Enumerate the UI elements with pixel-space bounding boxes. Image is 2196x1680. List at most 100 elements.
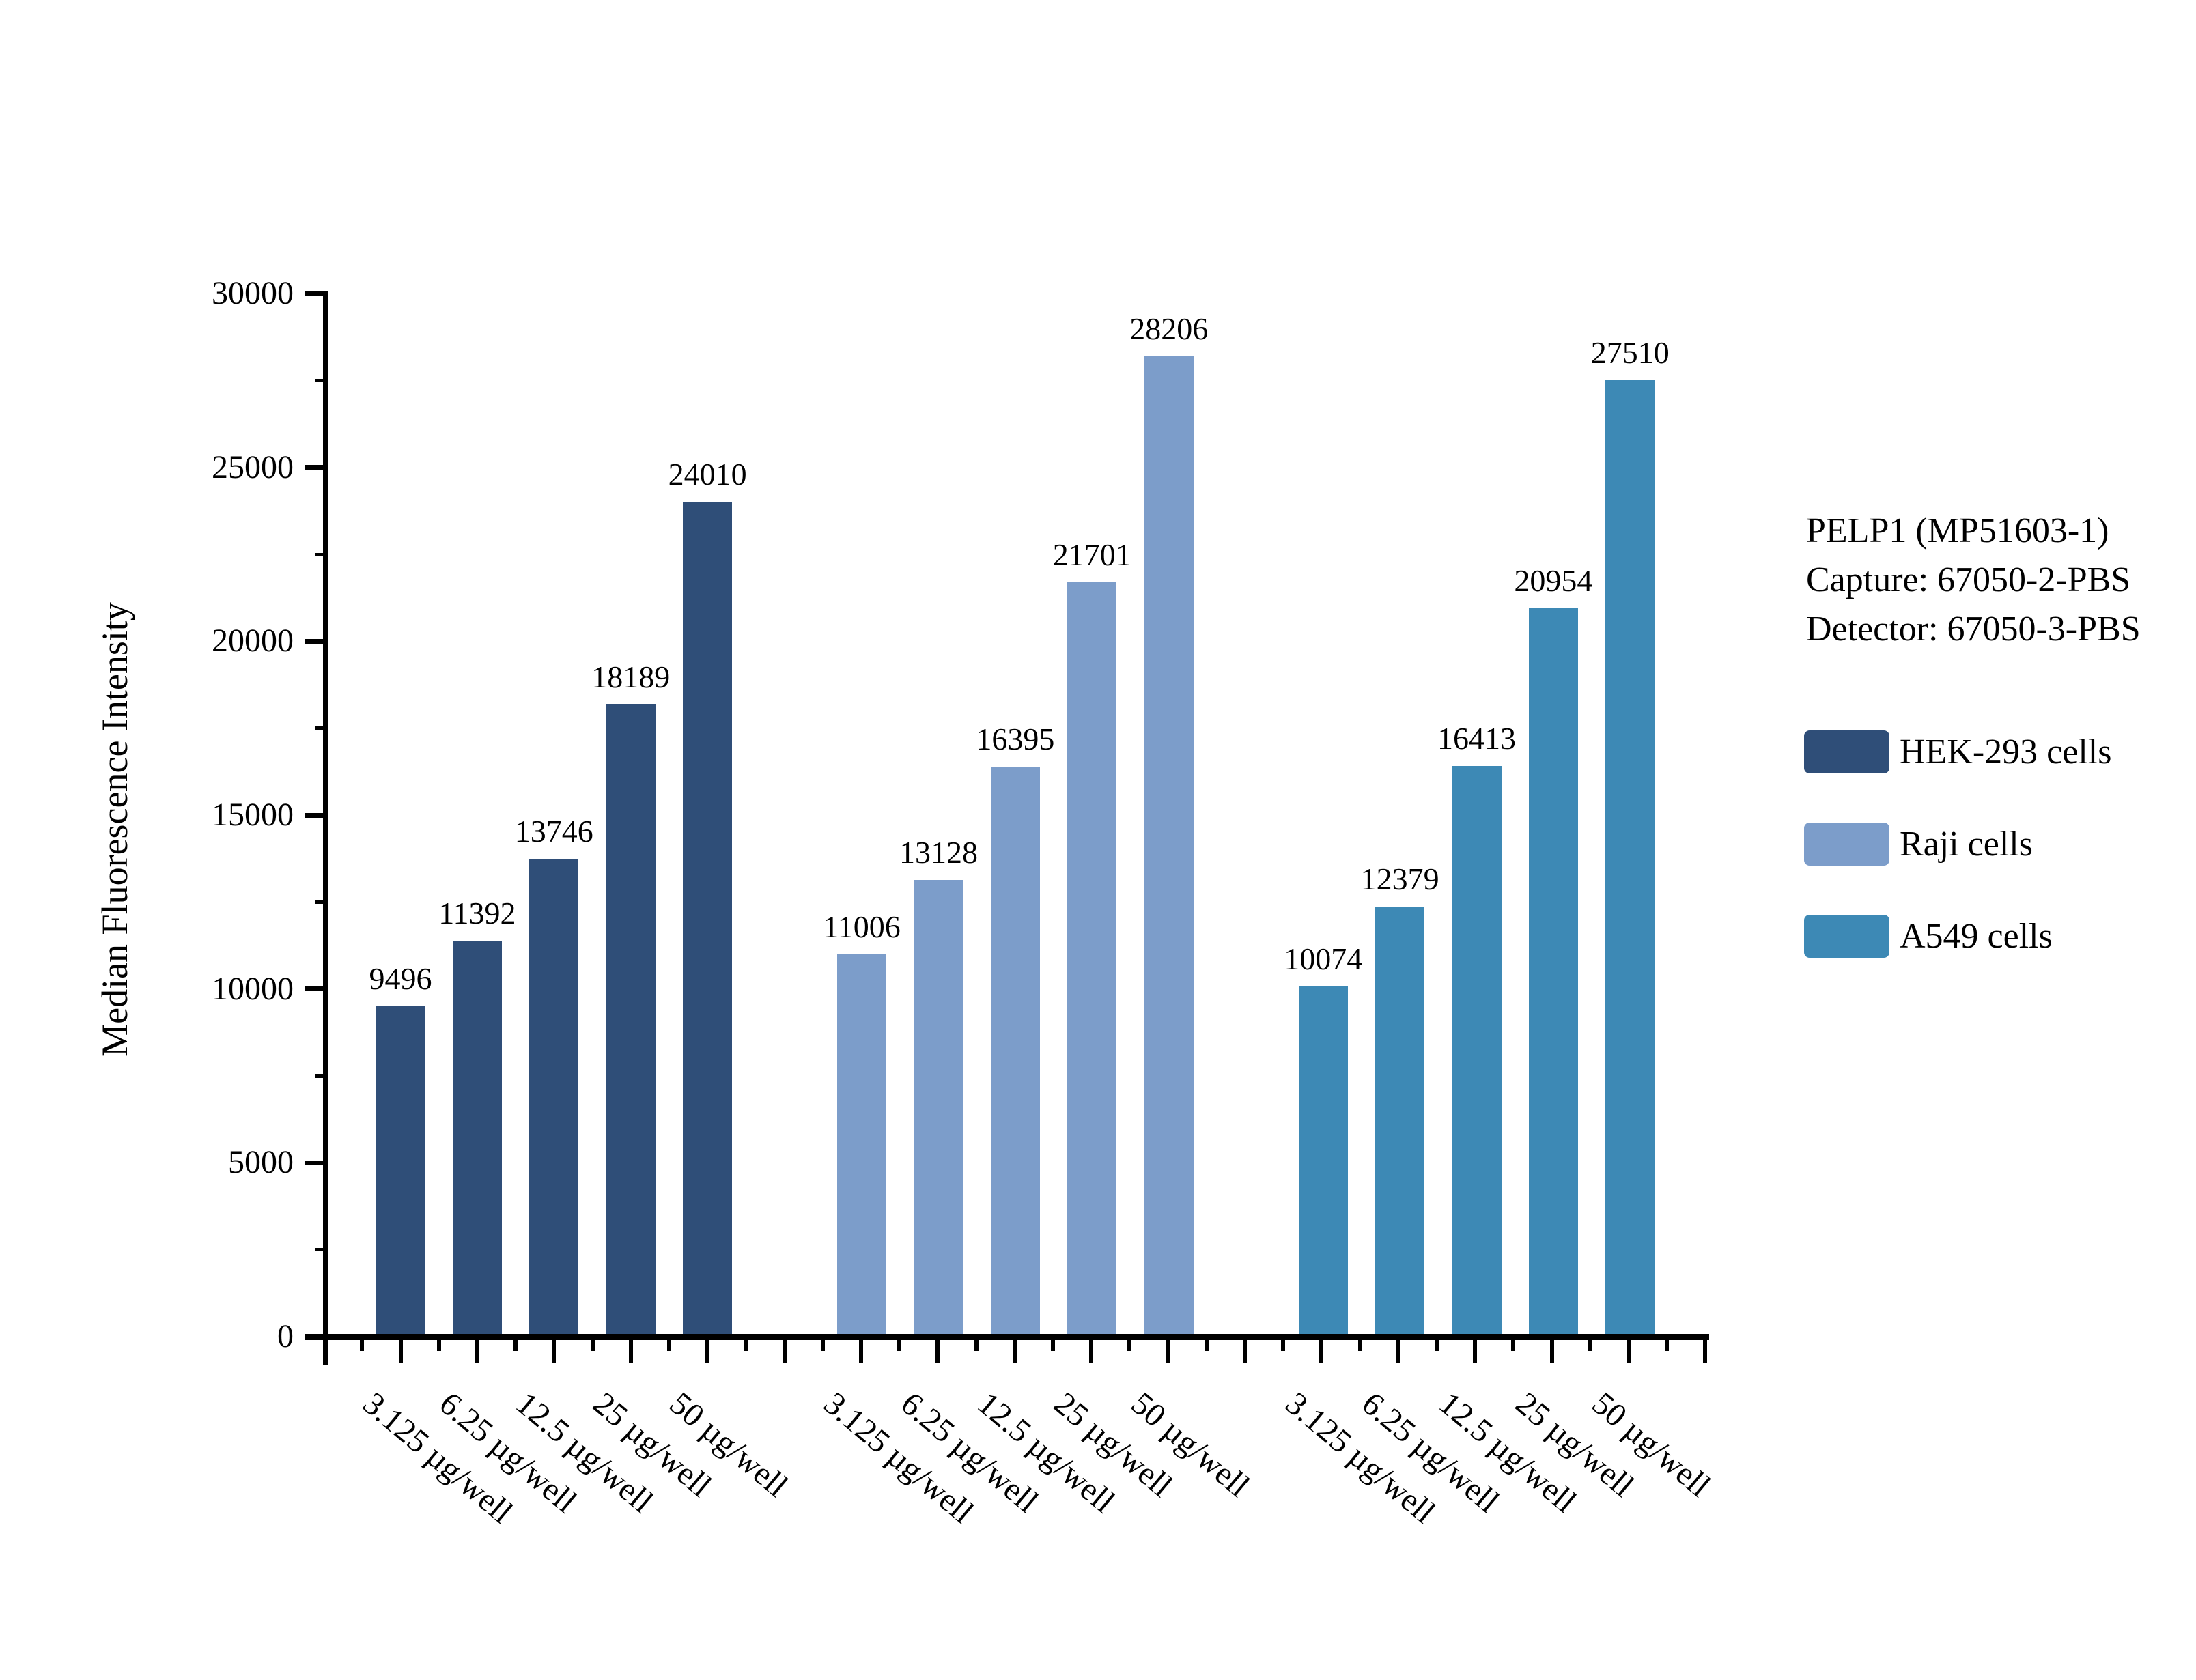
bar-value-label: 11392 xyxy=(438,895,516,930)
y-axis-line xyxy=(323,291,328,1365)
legend-swatch xyxy=(1804,823,1889,866)
x-minor-tick xyxy=(360,1340,365,1351)
bar xyxy=(529,858,579,1334)
x-minor-tick xyxy=(897,1340,902,1351)
y-tick-label: 20000 xyxy=(212,623,294,659)
y-major-tick xyxy=(305,812,324,818)
annotation-line: Detector: 67050-3-PBS xyxy=(1806,610,2141,649)
y-tick-label: 5000 xyxy=(228,1144,294,1181)
x-minor-tick xyxy=(1050,1340,1055,1351)
x-major-tick xyxy=(1396,1340,1400,1363)
bar-value-label: 10074 xyxy=(1284,941,1363,976)
bar-value-label: 12379 xyxy=(1360,861,1439,896)
x-minor-tick xyxy=(744,1340,748,1351)
x-minor-tick xyxy=(436,1340,441,1351)
y-major-tick xyxy=(305,465,324,470)
y-minor-tick xyxy=(315,552,326,556)
bar-value-label: 9496 xyxy=(369,961,432,997)
y-minor-tick xyxy=(315,379,326,383)
bar xyxy=(606,704,656,1334)
x-major-tick xyxy=(1549,1340,1554,1363)
x-axis-line xyxy=(305,1334,1709,1340)
x-major-tick xyxy=(782,1340,787,1363)
bar-value-label: 18189 xyxy=(591,659,671,694)
x-major-tick xyxy=(1319,1340,1324,1363)
x-minor-tick xyxy=(513,1340,518,1351)
x-minor-tick xyxy=(1434,1340,1439,1351)
legend-label: Raji cells xyxy=(1900,825,2033,864)
legend-swatch xyxy=(1804,730,1889,773)
bar xyxy=(683,502,733,1334)
x-major-tick xyxy=(935,1340,940,1363)
x-major-tick xyxy=(398,1340,403,1363)
x-minor-tick xyxy=(666,1340,671,1351)
y-major-tick xyxy=(305,1334,324,1339)
x-major-tick xyxy=(1626,1340,1631,1363)
x-minor-tick xyxy=(1511,1340,1516,1351)
legend-label: HEK-293 cells xyxy=(1900,732,2112,771)
y-tick-label: 10000 xyxy=(212,970,294,1007)
annotation-line: Capture: 67050-2-PBS xyxy=(1806,560,2131,599)
x-major-tick xyxy=(1012,1340,1017,1363)
x-minor-tick xyxy=(1357,1340,1362,1351)
bar xyxy=(837,954,887,1334)
bar xyxy=(1605,380,1655,1334)
legend-swatch xyxy=(1804,915,1889,958)
y-major-tick xyxy=(305,291,324,296)
y-minor-tick xyxy=(315,1248,326,1252)
bar xyxy=(376,1006,425,1334)
x-major-tick xyxy=(1166,1340,1170,1363)
bar xyxy=(1375,906,1425,1334)
x-minor-tick xyxy=(1281,1340,1286,1351)
bar-value-label: 28206 xyxy=(1129,311,1209,346)
x-minor-tick xyxy=(974,1340,979,1351)
bar xyxy=(1298,986,1348,1334)
annotation-block: PELP1 (MP51603-1) Capture: 67050-2-PBS Det… xyxy=(1806,507,2141,654)
bar xyxy=(914,880,963,1334)
bar-value-label: 13128 xyxy=(899,835,978,870)
bar-value-label: 20954 xyxy=(1514,563,1593,598)
x-major-tick xyxy=(475,1340,479,1363)
y-major-tick xyxy=(305,1160,324,1165)
y-minor-tick xyxy=(315,726,326,730)
x-major-tick xyxy=(858,1340,863,1363)
bar xyxy=(1144,356,1194,1334)
x-minor-tick xyxy=(1127,1340,1132,1351)
annotation-line: PELP1 (MP51603-1) xyxy=(1806,511,2109,550)
y-major-tick xyxy=(305,638,324,644)
bar-value-label: 16395 xyxy=(976,722,1055,757)
x-major-tick xyxy=(705,1340,710,1363)
x-minor-tick xyxy=(1588,1340,1592,1351)
bar xyxy=(990,767,1040,1334)
y-tick-label: 0 xyxy=(277,1318,294,1354)
x-minor-tick xyxy=(1204,1340,1209,1351)
y-minor-tick xyxy=(315,900,326,904)
x-minor-tick xyxy=(1665,1340,1670,1351)
y-tick-label: 15000 xyxy=(212,797,294,834)
bar-value-label: 13746 xyxy=(514,813,593,849)
bar xyxy=(1528,608,1578,1334)
x-major-tick xyxy=(1089,1340,1094,1363)
y-tick-label: 25000 xyxy=(212,449,294,485)
bar-value-label: 11006 xyxy=(823,909,901,944)
x-major-tick xyxy=(1242,1340,1247,1363)
legend-label: A549 cells xyxy=(1900,917,2053,956)
x-major-tick xyxy=(1703,1340,1708,1363)
x-major-tick xyxy=(628,1340,633,1363)
bar-value-label: 16413 xyxy=(1437,721,1516,756)
x-major-tick xyxy=(1473,1340,1478,1363)
bar-value-label: 24010 xyxy=(668,457,747,492)
y-major-tick xyxy=(305,986,324,992)
y-tick-label: 30000 xyxy=(212,275,294,312)
bar xyxy=(1067,582,1117,1334)
bar-value-label: 21701 xyxy=(1052,537,1131,572)
x-major-tick xyxy=(552,1340,557,1363)
y-minor-tick xyxy=(315,1074,326,1078)
bar xyxy=(1452,766,1502,1334)
bar xyxy=(452,940,502,1334)
bar-value-label: 27510 xyxy=(1590,335,1670,370)
x-minor-tick xyxy=(590,1340,595,1351)
x-minor-tick xyxy=(820,1340,825,1351)
